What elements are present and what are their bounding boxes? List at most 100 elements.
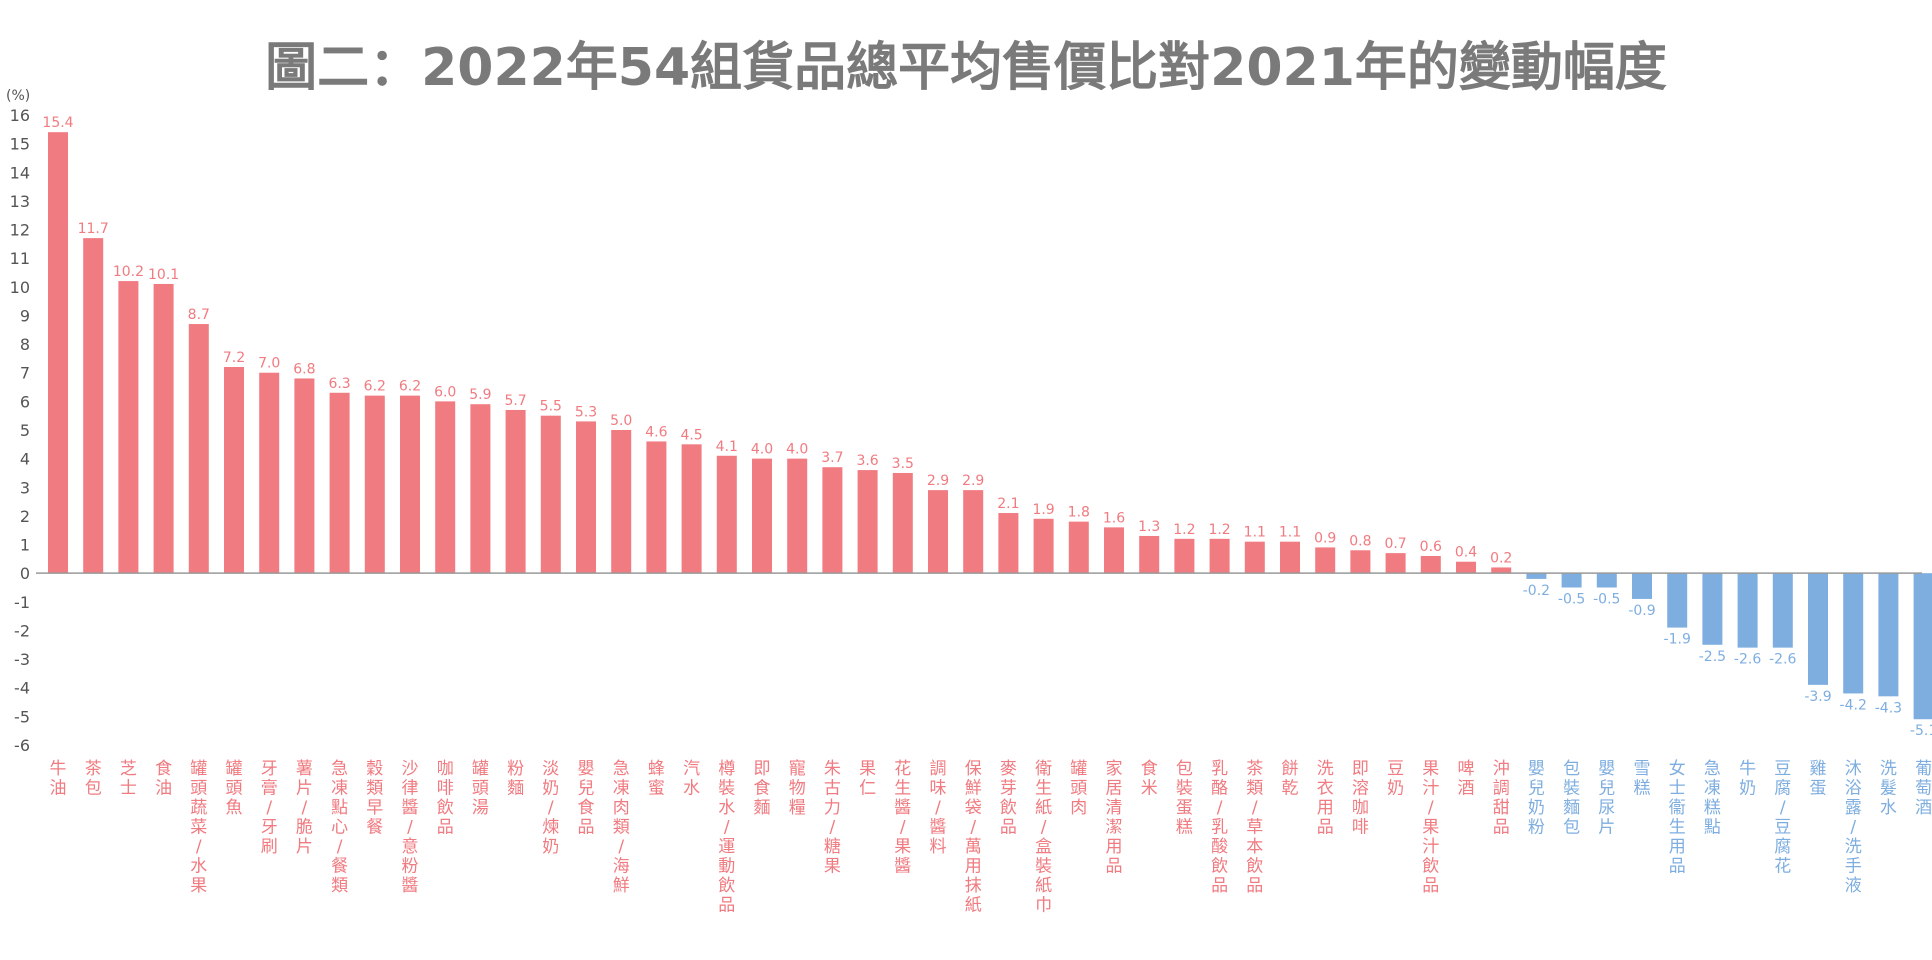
bar-value-label: 1.1 <box>1279 525 1301 541</box>
category-label-char: 料 <box>930 837 947 857</box>
category-label: 牛奶 <box>1739 759 1756 799</box>
category-label-char: 用 <box>1317 798 1334 818</box>
category-label-char: 片 <box>296 779 313 799</box>
category-label-char: 奶 <box>542 837 559 857</box>
bar-value-label: 1.9 <box>1032 502 1054 518</box>
category-label-char: 兒 <box>1598 779 1615 799</box>
category-label-char: 品 <box>1000 818 1017 838</box>
bar-value-label: 0.2 <box>1490 550 1512 566</box>
category-label-char: 嬰 <box>1598 759 1615 779</box>
y-tick-label: -4 <box>14 679 30 698</box>
bar <box>259 372 280 574</box>
bar-value-label: 2.9 <box>962 473 984 489</box>
category-label-char: 點 <box>1704 818 1721 838</box>
y-tick-label: -2 <box>14 621 30 640</box>
bar-value-label: 3.6 <box>856 453 878 469</box>
category-label: 急凍點心/餐類 <box>331 759 348 896</box>
category-label-char: 粉 <box>1528 818 1545 838</box>
category-label: 豆奶 <box>1387 759 1404 799</box>
category-label-char: 湯 <box>472 798 489 818</box>
y-tick-label: 10 <box>10 278 30 297</box>
bar-value-label: 4.0 <box>786 442 808 458</box>
category-label: 家居清潔用品 <box>1106 759 1123 877</box>
bar-value-label: 1.1 <box>1244 525 1266 541</box>
category-label-char: 肉 <box>1070 798 1087 818</box>
bar-value-label: 10.1 <box>148 267 179 283</box>
category-label-char: 牙 <box>261 818 278 838</box>
category-label-char: 袋 <box>965 798 982 818</box>
bar <box>1491 567 1512 574</box>
category-label-char: 包 <box>85 779 102 799</box>
category-label-char: 汁 <box>1422 837 1439 857</box>
category-label: 芝士 <box>120 759 137 799</box>
category-label-char: 蔬 <box>190 798 207 818</box>
category-label-char: 頭 <box>1070 779 1087 799</box>
category-label-char: / <box>900 818 906 838</box>
category-label-char: 即 <box>1352 759 1369 779</box>
bar-value-label: -5.1 <box>1910 723 1932 739</box>
category-label-char: 蛋 <box>1810 779 1827 799</box>
category-label-char: 海 <box>613 857 630 877</box>
category-label: 豆腐/豆腐花 <box>1774 759 1791 877</box>
category-label-char: 牛 <box>50 759 67 779</box>
category-label-char: 蛋 <box>1176 798 1193 818</box>
category-label-char: 包 <box>1563 818 1580 838</box>
category-label-char: 運 <box>718 837 735 857</box>
category-label-char: 頭 <box>190 779 207 799</box>
y-tick-label: 12 <box>10 221 30 240</box>
category-label-char: / <box>1041 818 1047 838</box>
category-label-char: 萄 <box>1915 779 1932 799</box>
category-label-char: 餐 <box>331 857 348 877</box>
bar <box>540 415 561 574</box>
category-label-char: / <box>548 798 554 818</box>
bar-value-label: -4.3 <box>1875 700 1902 716</box>
bar <box>1526 573 1547 579</box>
category-label-char: 家 <box>1106 759 1123 779</box>
bar <box>1139 535 1160 574</box>
bar <box>1280 541 1300 574</box>
category-label: 牙膏/牙刷 <box>261 759 278 857</box>
category-label-char: 尿 <box>1598 798 1615 818</box>
category-label-char: 類 <box>1246 779 1263 799</box>
category-label-char: 頭 <box>472 779 489 799</box>
category-label-char: 生 <box>894 779 911 799</box>
bar <box>1068 521 1089 574</box>
category-label-char: 盒 <box>1035 837 1052 857</box>
category-label-char: 包 <box>1176 759 1193 779</box>
category-label-char: 糧 <box>789 798 806 818</box>
bar-value-label: 6.2 <box>364 379 386 395</box>
category-label-char: 包 <box>1563 759 1580 779</box>
category-label-char: 牙 <box>261 759 278 779</box>
bar-value-label: 1.2 <box>1208 522 1230 538</box>
bar-value-label: -2.6 <box>1769 652 1796 668</box>
category-label-char: 乳 <box>1211 818 1228 838</box>
bar <box>505 409 526 574</box>
category-label-char: 醬 <box>894 798 911 818</box>
bar <box>1737 573 1758 648</box>
category-label-char: 葡 <box>1915 759 1932 779</box>
category-label-char: 髮 <box>1880 779 1897 799</box>
category-label-char: 仁 <box>859 779 876 799</box>
category-label: 雞蛋 <box>1810 759 1827 799</box>
bar <box>681 444 702 574</box>
category-label-char: 紙 <box>1035 798 1052 818</box>
bar-value-label: -0.5 <box>1593 592 1620 608</box>
category-label: 葡萄酒 <box>1915 759 1932 818</box>
category-label-char: 罐 <box>226 759 243 779</box>
bar-value-label: 0.7 <box>1384 536 1406 552</box>
bar <box>188 324 209 574</box>
category-label: 麥芽飲品 <box>1000 759 1017 838</box>
category-label: 沐浴露/洗手液 <box>1845 759 1862 896</box>
bar-value-label: 0.9 <box>1314 530 1336 546</box>
bar-value-label: 0.8 <box>1349 533 1371 549</box>
category-label-char: / <box>407 818 413 838</box>
category-label-char: 品 <box>1211 876 1228 896</box>
category-label-char: 片 <box>296 837 313 857</box>
category-label-char: 花 <box>894 759 911 779</box>
category-label-char: 露 <box>1845 798 1862 818</box>
bar <box>364 395 385 574</box>
y-tick-label: 15 <box>10 135 30 154</box>
category-label-char: / <box>337 837 343 857</box>
category-label-char: / <box>1428 798 1434 818</box>
category-label-char: 粉 <box>402 857 419 877</box>
